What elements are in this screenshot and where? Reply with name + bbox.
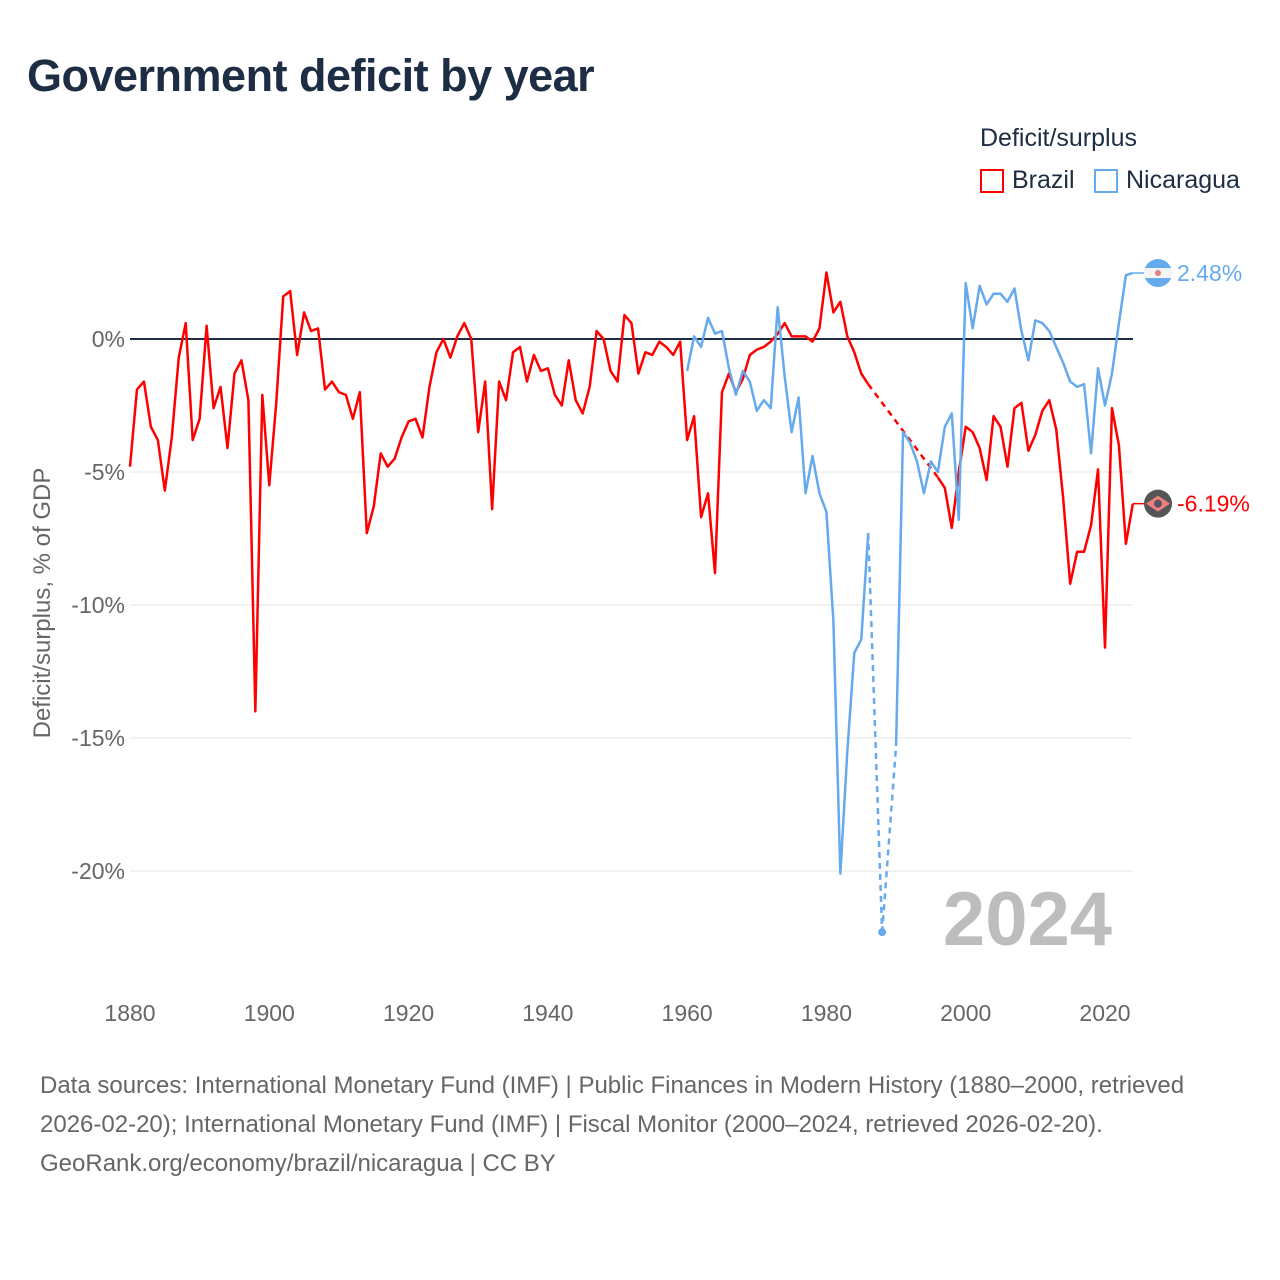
series-line-nicaragua <box>685 305 870 875</box>
y-tick-label: -5% <box>84 459 125 485</box>
gap-line-brazil <box>867 383 939 479</box>
end-value-label: 2.48% <box>1177 260 1242 286</box>
end-value-label: -6.19% <box>1177 491 1250 517</box>
end-label-nicaragua: 2.48% <box>1132 259 1242 288</box>
series-line-brazil <box>936 398 1135 649</box>
credit-link[interactable]: GeoRank.org/economy/brazil/nicaragua | C… <box>40 1150 556 1177</box>
x-tick-label: 1940 <box>522 1000 573 1026</box>
data-sources: Data sources: International Monetary Fun… <box>40 1072 1185 1138</box>
x-tick-label: 1900 <box>244 1000 295 1026</box>
x-tick-label: 1980 <box>801 1000 852 1026</box>
x-tick-label: 2020 <box>1079 1000 1130 1026</box>
gap-line-nicaragua <box>866 533 884 933</box>
y-tick-label: -15% <box>71 725 125 751</box>
series-line-nicaragua <box>894 271 1134 747</box>
y-tick-label: 0% <box>92 326 125 352</box>
footer: Data sources: International Monetary Fun… <box>40 1066 1240 1183</box>
legend-title: Deficit/surplus <box>980 124 1137 152</box>
chart-title: Government deficit by year <box>27 50 595 101</box>
flag-brazil-icon <box>1144 489 1172 518</box>
series-line-brazil <box>128 271 870 713</box>
y-tick-label: -20% <box>71 858 125 884</box>
x-tick-label: 1960 <box>662 1000 713 1026</box>
x-tick-label: 1880 <box>104 1000 155 1026</box>
flag-globe <box>1154 499 1162 508</box>
legend-swatch-brazil <box>980 168 1004 193</box>
legend-item-nicaragua[interactable]: Nicaragua <box>1094 166 1240 195</box>
end-label-brazil: -6.19% <box>1132 489 1250 518</box>
flag-nicaragua-icon <box>1144 259 1172 288</box>
y-tick-label: -10% <box>71 592 125 618</box>
legend-label: Nicaragua <box>1126 166 1240 194</box>
flag-emblem <box>1155 270 1161 277</box>
y-axis-label: Deficit/surplus, % of GDP <box>29 468 56 739</box>
legend-label: Brazil <box>1012 166 1075 194</box>
x-tick-label: 2000 <box>940 1000 991 1026</box>
year-label: 2024 <box>943 877 1112 962</box>
gap-line-nicaragua <box>880 745 898 933</box>
legend-item-brazil[interactable]: Brazil <box>980 166 1075 195</box>
legend-swatch-nicaragua <box>1094 168 1118 193</box>
x-tick-label: 1920 <box>383 1000 434 1026</box>
